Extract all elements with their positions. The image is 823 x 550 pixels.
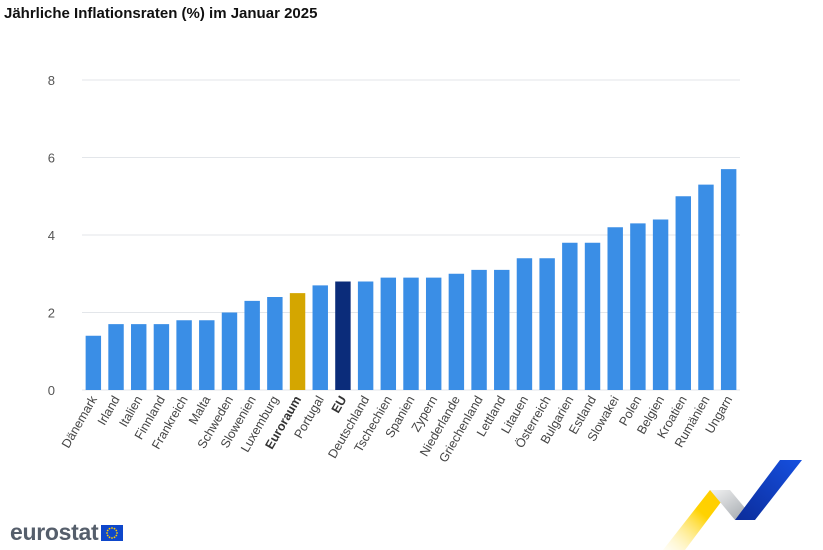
flag-star <box>116 531 119 534</box>
flag-star <box>107 529 109 531</box>
y-tick-label: 8 <box>48 73 55 88</box>
eurostat-ribbon-icon <box>663 460 802 550</box>
flag-star <box>108 527 111 530</box>
bar-kroatien[interactable] <box>675 196 691 390</box>
bar-euroraum[interactable] <box>289 293 306 390</box>
bar-finnland[interactable] <box>153 324 170 390</box>
bar-belgien[interactable] <box>652 219 669 391</box>
flag-star <box>111 536 114 539</box>
flag-star <box>115 534 118 536</box>
bar-litauen[interactable] <box>516 258 533 390</box>
bar-malta[interactable] <box>199 320 215 390</box>
bar-spanien[interactable] <box>403 277 419 390</box>
flag-star <box>115 529 118 531</box>
chart-title: Jährliche Inflationsraten (%) im Januar … <box>4 5 318 22</box>
bar-eu[interactable] <box>335 281 351 391</box>
x-tick-label: Dänemark <box>59 393 100 451</box>
bar-portugal[interactable] <box>312 285 328 390</box>
x-tick-label: EU <box>329 394 350 416</box>
flag-star <box>106 531 109 534</box>
flag-star <box>113 535 116 538</box>
bar-frankreich[interactable] <box>176 320 192 390</box>
bar-tschechien[interactable] <box>380 277 397 390</box>
eu-flag-icon <box>101 524 124 541</box>
y-axis-ticks: 0 2 4 6 8 <box>48 73 55 398</box>
bar-slowenien[interactable] <box>244 300 260 390</box>
bar-griechenland[interactable] <box>471 269 487 390</box>
bar-slowakei[interactable] <box>607 227 623 390</box>
logo-text: eurostat <box>10 519 99 545</box>
bar-dänemark[interactable] <box>85 335 102 390</box>
bar-bulgarien[interactable] <box>562 242 578 390</box>
flag-star <box>108 535 111 538</box>
flag-star <box>111 526 114 529</box>
bar-ungarn[interactable] <box>720 169 737 390</box>
flag-star <box>107 534 109 536</box>
bar-italien[interactable] <box>131 324 147 390</box>
y-tick-label: 0 <box>48 383 55 398</box>
bar-zypern[interactable] <box>425 277 442 390</box>
bar-lettland[interactable] <box>494 269 510 390</box>
bar-rumänien[interactable] <box>698 184 714 390</box>
flag-star <box>113 527 116 530</box>
bars <box>85 169 737 391</box>
y-tick-label: 4 <box>48 228 55 243</box>
y-tick-label: 2 <box>48 306 55 321</box>
bar-niederlande[interactable] <box>448 273 465 390</box>
x-axis-ticks: DänemarkIrlandItalienFinnlandFrankreichM… <box>59 393 735 465</box>
bar-österreich[interactable] <box>539 258 555 390</box>
bar-polen[interactable] <box>630 223 646 390</box>
bar-chart: 0 2 4 6 8 DänemarkIrlandItalienFinnlandFrank… <box>48 73 740 465</box>
eurostat-logo: eurostat <box>10 519 124 546</box>
bar-estland[interactable] <box>584 242 601 390</box>
bar-deutschland[interactable] <box>357 281 374 391</box>
y-tick-label: 6 <box>48 151 55 166</box>
bar-schweden[interactable] <box>221 312 238 391</box>
bar-luxemburg[interactable] <box>267 297 283 390</box>
bar-irland[interactable] <box>108 324 124 390</box>
